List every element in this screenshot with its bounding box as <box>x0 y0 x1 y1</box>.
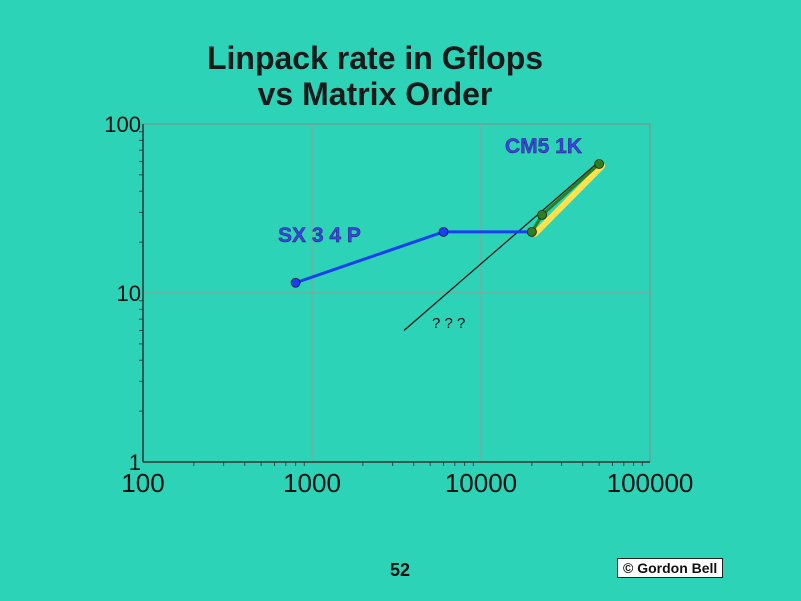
x-tick-label: 100000 <box>607 468 694 498</box>
series-label-cm5: CM5 1K <box>505 135 582 158</box>
data-point <box>594 159 605 169</box>
x-tick-label: 10000 <box>445 468 517 498</box>
x-tick-label: 100 <box>121 468 164 498</box>
data-point <box>438 226 449 237</box>
y-tick-label: 10 <box>117 281 141 306</box>
trend-line <box>403 161 600 331</box>
data-point <box>526 226 537 237</box>
series-label-sx3: SX 3 4 P <box>278 224 361 247</box>
series-line-2 <box>530 162 601 233</box>
chart-title-line2: vs Matrix Order <box>257 76 493 112</box>
chart-title-line1: Linpack rate in Gflops <box>206 40 544 76</box>
y-tick-label: 1 <box>129 450 141 475</box>
copyright-credit: © Gordon Bell <box>617 558 724 578</box>
data-point <box>290 277 301 288</box>
highlight-band <box>531 162 606 237</box>
annotation-question: ? ? ? <box>432 315 465 332</box>
x-tick-label: 1000 <box>283 468 341 498</box>
data-point <box>537 209 548 220</box>
y-tick-label: 100 <box>104 112 141 137</box>
page-number: 52 <box>389 560 411 580</box>
chart-title: Linpack rate in Gflops vs Matrix Order <box>150 40 600 112</box>
